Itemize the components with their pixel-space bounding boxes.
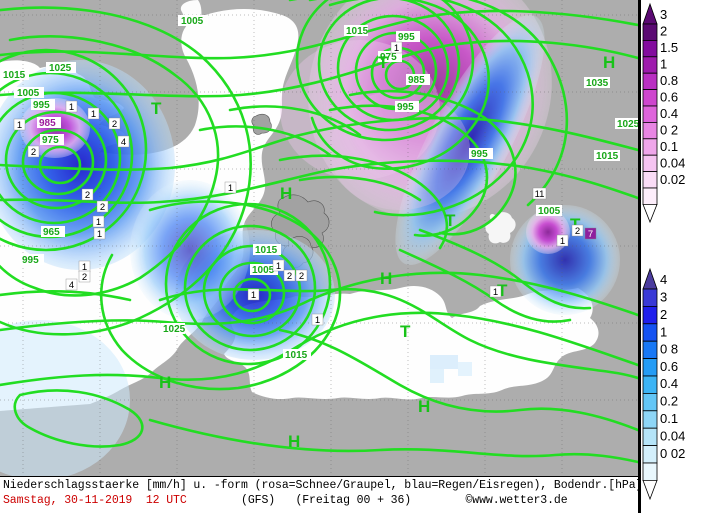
svg-text:0.04: 0.04: [660, 429, 685, 444]
svg-text:1015: 1015: [346, 26, 369, 37]
svg-text:1: 1: [560, 236, 565, 247]
svg-text:995: 995: [33, 100, 50, 111]
svg-text:1: 1: [276, 261, 281, 272]
svg-text:1005: 1005: [181, 16, 204, 27]
svg-text:2: 2: [31, 147, 36, 158]
svg-text:995: 995: [471, 149, 488, 160]
svg-text:1: 1: [660, 325, 667, 340]
svg-text:2: 2: [287, 271, 292, 282]
svg-text:0.1: 0.1: [660, 411, 678, 426]
svg-text:2: 2: [112, 119, 117, 130]
svg-text:4: 4: [69, 280, 74, 291]
svg-text:995: 995: [22, 255, 39, 266]
svg-text:1: 1: [17, 120, 22, 131]
svg-text:1: 1: [493, 287, 498, 298]
svg-text:1035: 1035: [586, 78, 609, 89]
svg-text:0 2: 0 2: [660, 123, 678, 138]
svg-text:1: 1: [251, 290, 256, 301]
svg-text:1015: 1015: [255, 245, 278, 256]
svg-text:0.04: 0.04: [660, 156, 685, 171]
svg-text:1005: 1005: [538, 206, 561, 217]
svg-text:1: 1: [69, 102, 74, 113]
svg-text:0.8: 0.8: [660, 73, 678, 88]
svg-text:0.4: 0.4: [660, 376, 678, 391]
svg-text:H: H: [288, 432, 300, 451]
svg-text:H: H: [380, 269, 392, 288]
svg-text:T: T: [378, 53, 389, 72]
svg-text:4: 4: [660, 272, 667, 287]
svg-text:H: H: [418, 397, 430, 416]
svg-text:0.6: 0.6: [660, 90, 678, 105]
svg-text:0 8: 0 8: [660, 342, 678, 357]
svg-text:3: 3: [660, 290, 667, 305]
svg-text:1015: 1015: [596, 151, 619, 162]
svg-text:0 02: 0 02: [660, 446, 685, 461]
svg-text:985: 985: [39, 118, 56, 129]
svg-text:1: 1: [660, 57, 667, 72]
svg-text:1: 1: [97, 229, 102, 240]
svg-text:995: 995: [398, 32, 415, 43]
svg-text:0.1: 0.1: [660, 139, 678, 154]
svg-text:1005: 1005: [252, 265, 275, 276]
svg-text:2: 2: [660, 307, 667, 322]
svg-text:H: H: [280, 184, 292, 203]
svg-text:2: 2: [100, 202, 105, 213]
svg-text:2: 2: [575, 226, 580, 237]
svg-text:0.6: 0.6: [660, 359, 678, 374]
svg-text:T: T: [151, 99, 162, 118]
svg-text:3: 3: [660, 7, 667, 22]
svg-text:2: 2: [660, 24, 667, 39]
svg-text:1: 1: [96, 217, 101, 228]
svg-text:4: 4: [121, 137, 126, 148]
svg-text:H: H: [603, 53, 615, 72]
svg-text:1: 1: [228, 183, 233, 194]
svg-text:0.2: 0.2: [660, 394, 678, 409]
svg-text:0.02: 0.02: [660, 172, 685, 187]
svg-text:H: H: [159, 373, 171, 392]
svg-text:7: 7: [588, 229, 593, 240]
svg-text:1: 1: [315, 315, 320, 326]
svg-text:T: T: [400, 322, 411, 341]
svg-text:1025: 1025: [163, 324, 186, 335]
svg-text:985: 985: [408, 75, 425, 86]
svg-text:2: 2: [85, 190, 90, 201]
svg-text:1025: 1025: [617, 119, 638, 130]
svg-text:965: 965: [43, 227, 60, 238]
svg-text:1: 1: [91, 109, 96, 120]
svg-text:1025: 1025: [49, 63, 72, 74]
svg-text:1005: 1005: [17, 88, 40, 99]
svg-text:2: 2: [299, 271, 304, 282]
svg-text:11: 11: [535, 189, 545, 200]
svg-text:1.5: 1.5: [660, 40, 678, 55]
svg-text:1: 1: [394, 43, 399, 54]
svg-text:975: 975: [42, 135, 59, 146]
svg-text:995: 995: [397, 102, 414, 113]
svg-text:T: T: [445, 211, 456, 230]
svg-text:1015: 1015: [3, 70, 26, 81]
svg-text:0.4: 0.4: [660, 106, 678, 121]
svg-text:2: 2: [82, 272, 87, 283]
svg-text:1015: 1015: [285, 350, 308, 361]
